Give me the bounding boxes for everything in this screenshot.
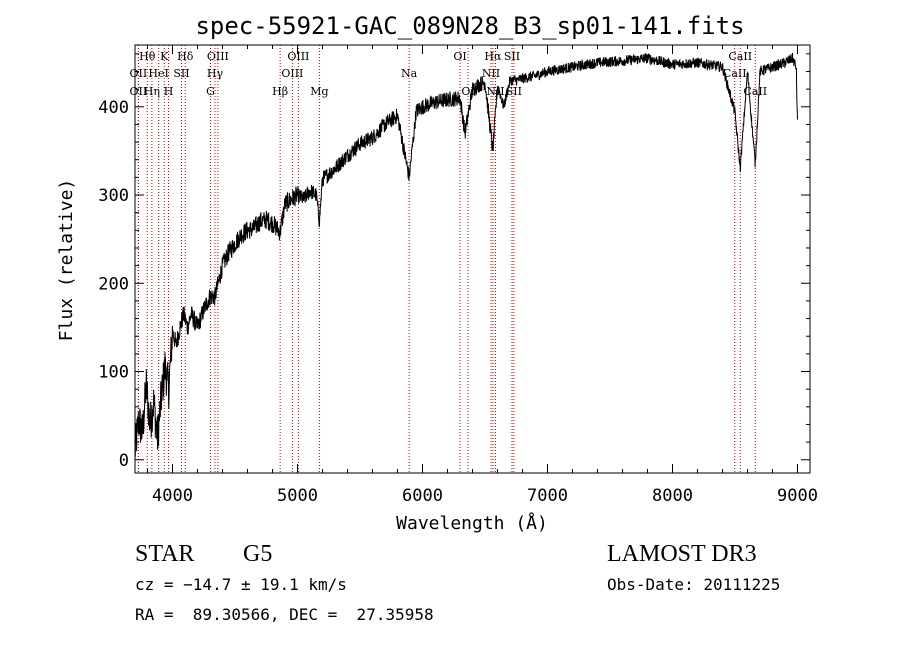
line-label-9: OIII — [207, 50, 229, 63]
chart-title: spec-55921-GAC_089N28_B3_sp01-141.fits — [195, 12, 744, 40]
line-label-11: G — [206, 85, 215, 98]
y-tick-label-4: 400 — [98, 98, 129, 118]
x-tick-label-3: 7000 — [527, 486, 568, 506]
line-label-6: Hδ — [177, 50, 194, 63]
line-label-5: Hη — [144, 85, 160, 98]
coordinates: RA = 89.30566, DEC = 27.35958 — [135, 605, 434, 624]
line-labels: Hθ OII OII K HeI Hη Hδ SII H OIII Hγ G OIII OIII Hβ Mg N… — [130, 50, 768, 98]
line-label-20: SII — [504, 50, 520, 63]
line-label-23: SII — [506, 85, 522, 98]
line-markers — [137, 45, 756, 473]
x-tick-label-5: 9000 — [777, 486, 818, 506]
line-label-21: NII — [482, 67, 500, 80]
spectrum-series — [134, 52, 798, 457]
x-tick-label-4: 8000 — [652, 486, 693, 506]
y-tick-label-2: 200 — [98, 274, 129, 294]
y-tick-label-0: 0 — [119, 451, 129, 471]
survey-name: LAMOST DR3 — [607, 541, 757, 567]
obs-date: Obs-Date: 20111225 — [607, 575, 781, 594]
spectrum-line — [134, 52, 798, 457]
y-tick-label-3: 300 — [98, 186, 129, 206]
line-label-25: CaII — [723, 67, 747, 80]
line-label-2: OII — [130, 85, 148, 98]
line-label-19: Hα — [484, 50, 502, 63]
line-label-7: SII — [173, 67, 189, 80]
x-tick-label-1: 5000 — [277, 486, 318, 506]
line-label-14: Hβ — [272, 85, 288, 98]
x-tick-label-2: 6000 — [402, 486, 443, 506]
line-label-0: Hθ — [139, 50, 156, 63]
object-class: STAR — [135, 541, 195, 567]
line-label-16: Na — [401, 67, 418, 80]
x-tick-label-0: 4000 — [152, 486, 193, 506]
x-axis-label: Wavelength (Å) — [396, 512, 548, 534]
line-label-22: NII — [486, 85, 504, 98]
axis-ticks: 4000 5000 6000 7000 8000 9000 0 100 200 300 400 — [98, 45, 818, 506]
y-tick-label-1: 100 — [98, 363, 129, 383]
line-label-12: OIII — [287, 50, 309, 63]
line-label-26: CaII — [743, 85, 767, 98]
line-label-24: CaII — [728, 50, 752, 63]
line-label-4: HeI — [148, 67, 168, 80]
line-label-1: OII — [130, 67, 148, 80]
plot-frame — [134, 44, 811, 474]
y-axis-label: Flux (relative) — [56, 179, 77, 342]
line-label-8: H — [164, 85, 174, 98]
line-label-17: OI — [453, 50, 466, 63]
line-label-13: OIII — [281, 67, 303, 80]
line-label-10: Hγ — [207, 67, 224, 80]
line-label-3: K — [160, 50, 169, 63]
object-subclass: G5 — [243, 541, 273, 567]
redshift-value: cz = −14.7 ± 19.1 km/s — [135, 575, 347, 594]
line-label-15: Mg — [310, 85, 328, 98]
